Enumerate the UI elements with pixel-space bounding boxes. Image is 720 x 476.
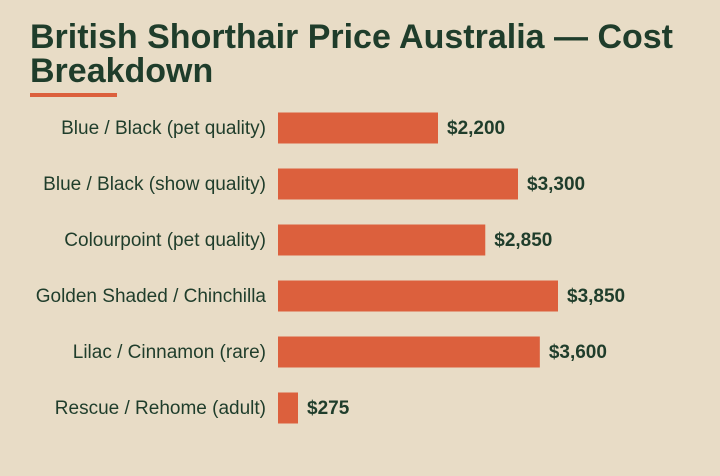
category-label: Blue / Black (show quality) xyxy=(43,174,266,195)
category-label: Lilac / Cinnamon (rare) xyxy=(73,342,266,363)
bar xyxy=(278,336,540,368)
category-label: Golden Shaded / Chinchilla xyxy=(36,286,267,307)
value-label: $3,850 xyxy=(567,286,625,307)
value-label: $2,200 xyxy=(447,118,505,139)
chart-title: British Shorthair Price Australia — Cost… xyxy=(30,18,673,90)
value-label: $275 xyxy=(307,398,350,419)
category-label: Blue / Black (pet quality) xyxy=(61,118,266,139)
category-label: Rescue / Rehome (adult) xyxy=(55,398,266,419)
bar xyxy=(278,392,298,424)
value-label: $2,850 xyxy=(494,230,552,251)
bar xyxy=(278,112,438,144)
title-accent-line xyxy=(30,93,117,97)
value-label: $3,300 xyxy=(527,174,585,195)
bar xyxy=(278,280,558,312)
category-label: Colourpoint (pet quality) xyxy=(64,230,266,251)
bar xyxy=(278,168,518,200)
value-label: $3,600 xyxy=(549,342,607,363)
bar xyxy=(278,224,486,256)
